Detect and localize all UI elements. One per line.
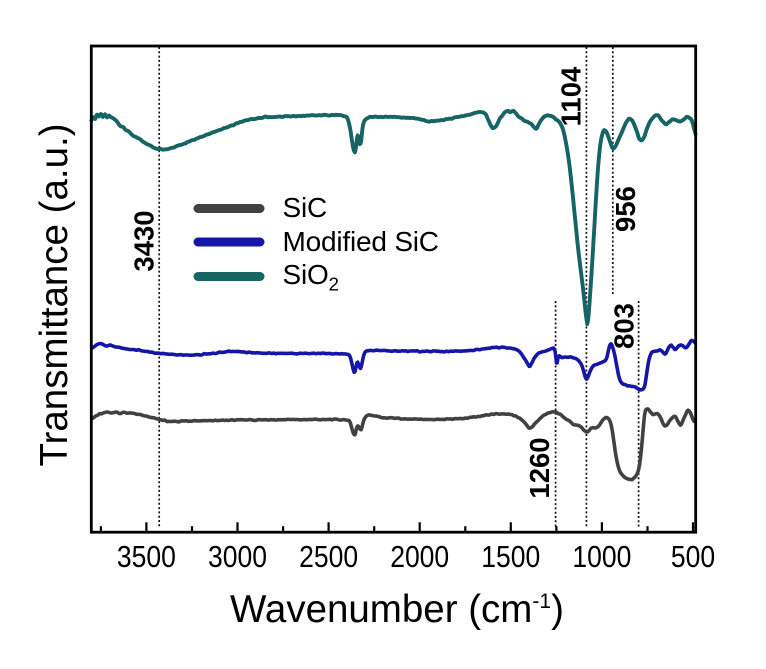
svg-text:3000: 3000 bbox=[208, 539, 267, 574]
svg-text:2500: 2500 bbox=[299, 539, 358, 574]
svg-text:1104: 1104 bbox=[556, 66, 587, 126]
svg-text:956: 956 bbox=[610, 186, 641, 232]
svg-text:Modified SiC: Modified SiC bbox=[283, 226, 439, 257]
svg-text:1000: 1000 bbox=[572, 539, 631, 574]
svg-text:Transmittance (a.u.): Transmittance (a.u.) bbox=[33, 123, 76, 466]
svg-text:500: 500 bbox=[671, 539, 715, 574]
svg-text:1260: 1260 bbox=[524, 437, 555, 498]
svg-text:2000: 2000 bbox=[390, 539, 449, 574]
svg-text:803: 803 bbox=[609, 303, 640, 349]
svg-text:1500: 1500 bbox=[481, 539, 540, 574]
svg-text:3500: 3500 bbox=[117, 539, 176, 574]
svg-text:Wavenumber (cm-1): Wavenumber (cm-1) bbox=[230, 588, 564, 631]
svg-text:SiC: SiC bbox=[283, 192, 328, 223]
svg-text:3430: 3430 bbox=[129, 210, 160, 271]
